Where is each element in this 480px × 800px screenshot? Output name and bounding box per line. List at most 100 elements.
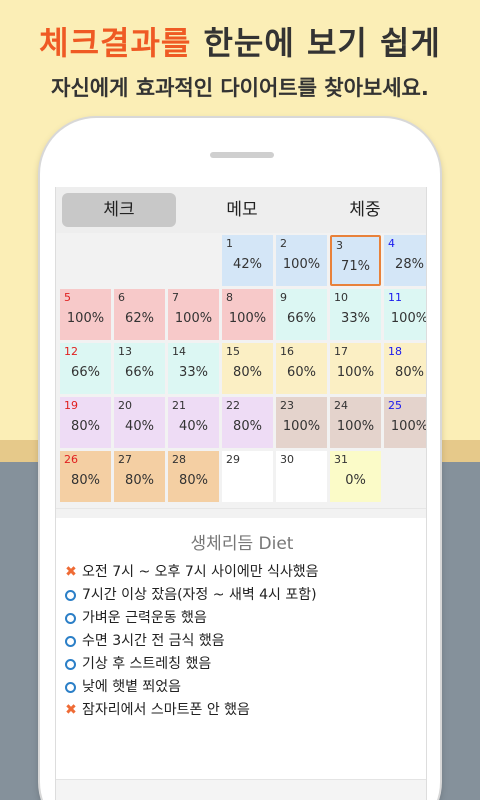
day-percent: 100% xyxy=(66,311,105,326)
calendar-day[interactable]: 4 28% xyxy=(384,235,426,286)
day-number: 13 xyxy=(118,345,132,358)
day-percent: 80% xyxy=(71,473,100,488)
day-percent: 66% xyxy=(125,365,154,380)
tab-check[interactable]: 체크 xyxy=(62,193,176,227)
circle-icon xyxy=(65,590,76,601)
day-percent: 80% xyxy=(233,419,262,434)
checklist-item[interactable]: 7시간 이상 잤음(자정 ~ 새벽 4시 포함) xyxy=(62,584,422,607)
calendar-day[interactable]: 25 100% xyxy=(384,397,427,448)
calendar-day[interactable]: 6 62% xyxy=(114,289,165,340)
tab-memo[interactable]: 메모 xyxy=(226,200,258,220)
checklist-item-text: 기상 후 스트레칭 했음 xyxy=(82,656,212,672)
checklist-item-text: 가벼운 근력운동 했음 xyxy=(82,610,207,626)
calendar-day[interactable]: 27 80% xyxy=(114,451,165,502)
day-number: 19 xyxy=(64,399,78,412)
tab-bar: 체크 메모 체중 xyxy=(56,187,426,233)
day-number: 18 xyxy=(388,345,402,358)
day-number: 30 xyxy=(280,453,294,466)
day-number: 31 xyxy=(334,453,348,466)
calendar-day[interactable]: 28 80% xyxy=(168,451,219,502)
calendar-day[interactable]: 3 71% xyxy=(330,235,381,286)
checklist-item[interactable]: ✖ 잠자리에서 스마트폰 안 했음 xyxy=(62,699,422,722)
checklist: ✖ 오전 7시 ~ 오후 7시 사이에만 식사했음 7시간 이상 잤음(자정 ~ 새… xyxy=(62,561,422,722)
calendar-day[interactable]: 29 xyxy=(222,451,273,502)
day-number: 29 xyxy=(226,453,240,466)
calendar-day[interactable]: 16 60% xyxy=(276,343,327,394)
day-percent: 100% xyxy=(228,311,267,326)
day-number: 17 xyxy=(334,345,348,358)
day-number: 28 xyxy=(172,453,186,466)
calendar-day[interactable]: 8 100% xyxy=(222,289,273,340)
day-number: 16 xyxy=(280,345,294,358)
calendar-day[interactable]: 2 100% xyxy=(276,235,327,286)
day-number: 15 xyxy=(226,345,240,358)
day-number: 11 xyxy=(388,291,402,304)
day-number: 9 xyxy=(280,291,287,304)
day-percent: 60% xyxy=(287,365,316,380)
circle-icon xyxy=(65,636,76,647)
day-number: 2 xyxy=(280,237,287,250)
day-number: 10 xyxy=(334,291,348,304)
day-number: 7 xyxy=(172,291,179,304)
calendar-day[interactable]: 19 80% xyxy=(60,397,111,448)
tab-weight[interactable]: 체중 xyxy=(349,200,381,220)
calendar-day[interactable]: 17 100% xyxy=(330,343,381,394)
calendar-day[interactable]: 7 100% xyxy=(168,289,219,340)
promo-subhead: 자신에게 효과적인 다이어트를 찾아보세요. xyxy=(51,76,429,100)
day-percent: 66% xyxy=(287,311,316,326)
checklist-item-text: 잠자리에서 스마트폰 안 했음 xyxy=(82,702,250,718)
calendar-day[interactable]: 5 100% xyxy=(60,289,111,340)
day-number: 4 xyxy=(388,237,395,250)
day-percent: 100% xyxy=(336,365,375,380)
checklist-item-text: 낮에 햇볕 쬐었음 xyxy=(82,679,182,695)
app-screen: 체크 메모 체중 1 42% 2 100% 3 71% 4 28% 5 100% 6 62% 7 100%… xyxy=(55,187,427,800)
checklist-item-text: 수면 3시간 전 금식 했음 xyxy=(82,633,225,649)
day-number: 24 xyxy=(334,399,348,412)
checklist-item[interactable]: ✖ 오전 7시 ~ 오후 7시 사이에만 식사했음 xyxy=(62,561,422,584)
day-percent: 40% xyxy=(125,419,154,434)
day-number: 14 xyxy=(172,345,186,358)
calendar-day[interactable]: 26 80% xyxy=(60,451,111,502)
day-number: 23 xyxy=(280,399,294,412)
checklist-item[interactable]: 수면 3시간 전 금식 했음 xyxy=(62,630,422,653)
checklist-item[interactable]: 가벼운 근력운동 했음 xyxy=(62,607,422,630)
calendar-day[interactable]: 23 100% xyxy=(276,397,327,448)
headline-rest: 한눈에 보기 쉽게 xyxy=(191,24,441,62)
day-number: 5 xyxy=(64,291,71,304)
day-percent: 62% xyxy=(125,311,154,326)
calendar-day[interactable]: 13 66% xyxy=(114,343,165,394)
day-percent: 80% xyxy=(233,365,262,380)
circle-icon xyxy=(65,682,76,693)
calendar-day[interactable]: 9 66% xyxy=(276,289,327,340)
day-percent: 100% xyxy=(390,419,427,434)
checklist-title: 생체리듬 Diet xyxy=(190,534,294,554)
day-number: 26 xyxy=(64,453,78,466)
month-calendar: 1 42% 2 100% 3 71% 4 28% 5 100% 6 62% 7 100% 8 100% 9 66%… xyxy=(56,233,427,508)
day-number: 21 xyxy=(172,399,186,412)
calendar-day[interactable]: 24 100% xyxy=(330,397,381,448)
day-percent: 40% xyxy=(179,419,208,434)
calendar-day[interactable]: 18 80% xyxy=(384,343,426,394)
day-percent: 100% xyxy=(390,311,427,326)
cross-icon: ✖ xyxy=(65,702,77,718)
circle-icon xyxy=(65,613,76,624)
circle-icon xyxy=(65,659,76,670)
day-percent: 100% xyxy=(336,419,375,434)
checklist-item[interactable]: 낮에 햇볕 쬐었음 xyxy=(62,676,422,699)
calendar-day[interactable]: 30 xyxy=(276,451,327,502)
calendar-day[interactable]: 31 0% xyxy=(330,451,381,502)
day-percent: 80% xyxy=(395,365,424,380)
calendar-day[interactable]: 1 42% xyxy=(222,235,273,286)
calendar-day[interactable]: 11 100% xyxy=(384,289,427,340)
calendar-day[interactable]: 14 33% xyxy=(168,343,219,394)
day-number: 25 xyxy=(388,399,402,412)
section-divider xyxy=(56,508,426,518)
calendar-day[interactable]: 22 80% xyxy=(222,397,273,448)
calendar-day[interactable]: 15 80% xyxy=(222,343,273,394)
calendar-day[interactable]: 12 66% xyxy=(60,343,111,394)
checklist-item[interactable]: 기상 후 스트레칭 했음 xyxy=(62,653,422,676)
calendar-day[interactable]: 10 33% xyxy=(330,289,381,340)
calendar-day[interactable]: 21 40% xyxy=(168,397,219,448)
calendar-day[interactable]: 20 40% xyxy=(114,397,165,448)
day-percent: 42% xyxy=(233,257,262,272)
